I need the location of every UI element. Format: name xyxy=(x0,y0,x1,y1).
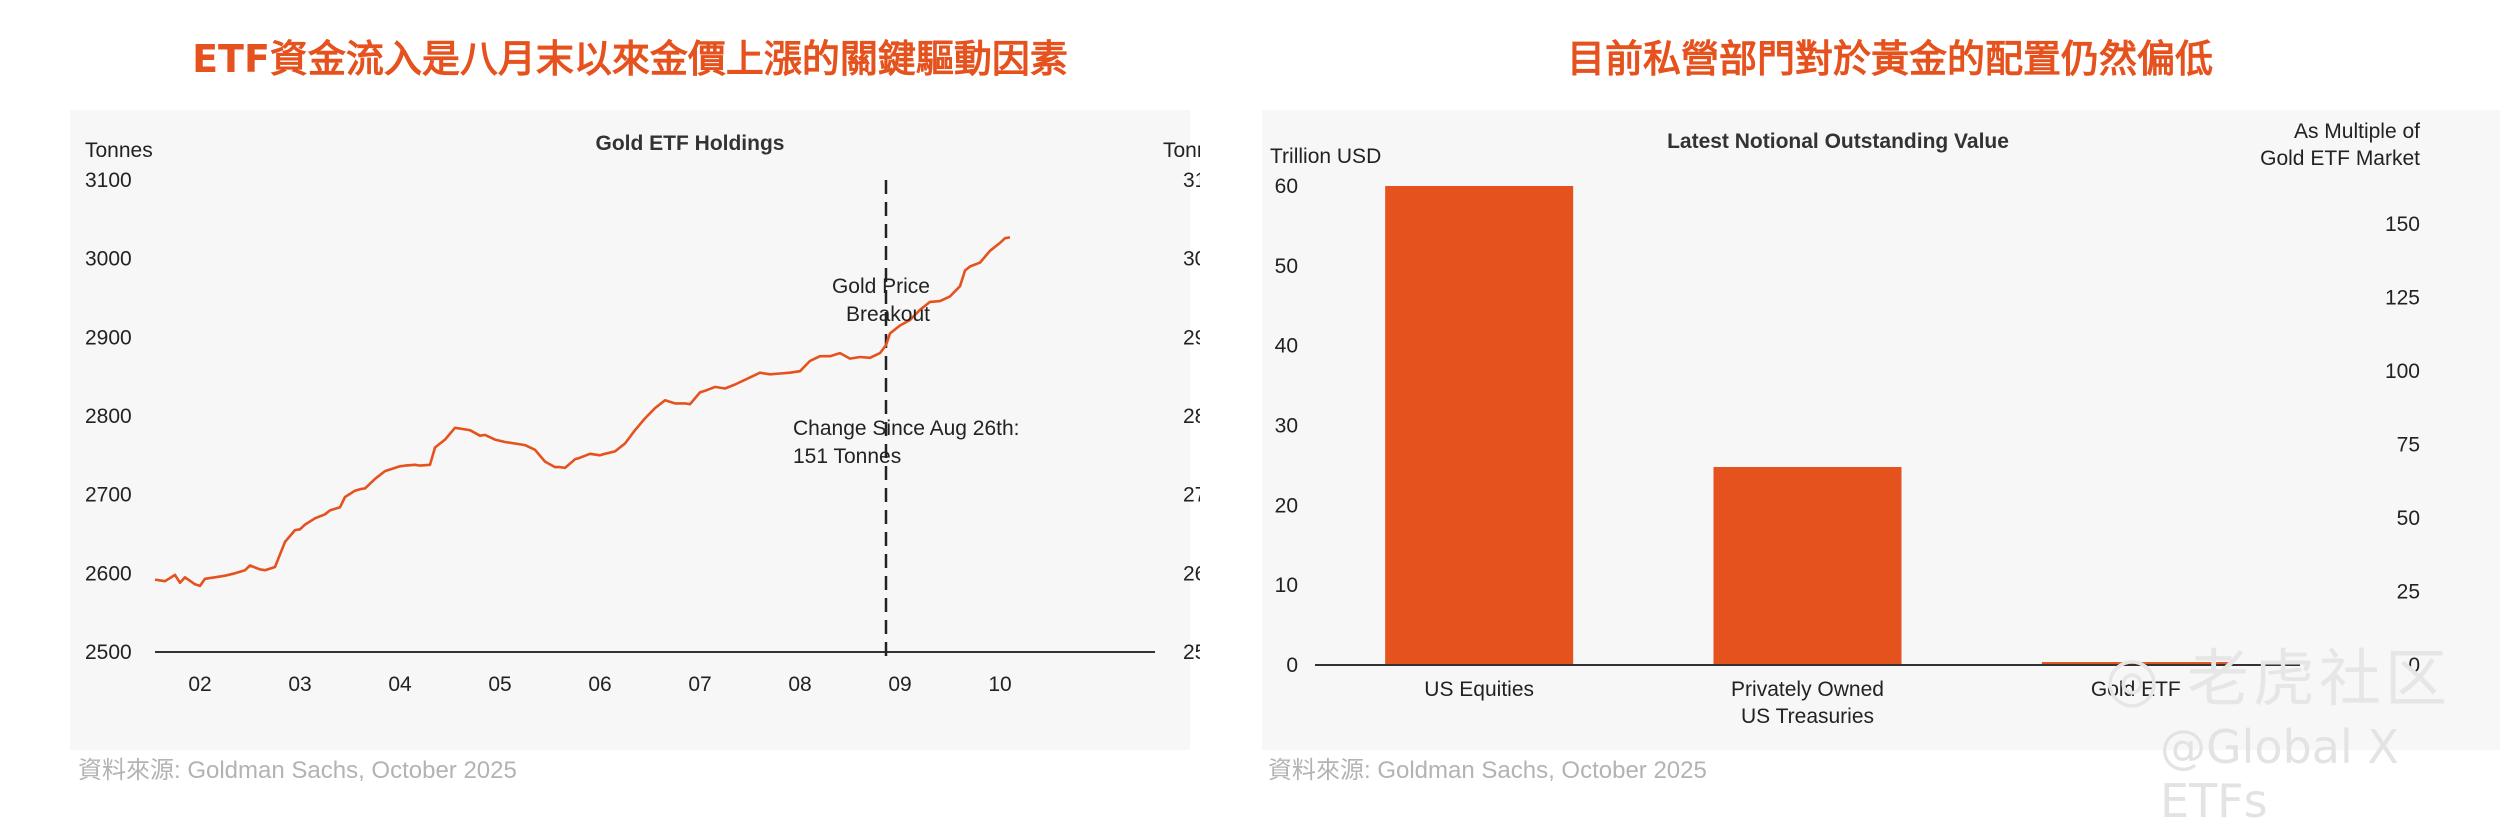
x-category-label: US Equities xyxy=(1424,678,1534,701)
watermark-logo: ◎ 老虎社区 xyxy=(2105,628,2451,718)
x-tick-label: 03 xyxy=(288,673,311,696)
y-tick-label-left: 2500 xyxy=(85,641,132,664)
annotation-change: 151 Tonnes xyxy=(793,445,901,468)
y-axis-label-left: Trillion USD xyxy=(1270,145,1381,168)
y-tick-label-right: 2500 xyxy=(1183,641,1200,664)
y-tick-label-right: 125 xyxy=(2385,287,2420,310)
y-tick-label-left: 0 xyxy=(1286,654,1298,677)
x-tick-label: 06 xyxy=(588,673,611,696)
left-source-note: 資料來源: Goldman Sachs, October 2025 xyxy=(78,757,517,784)
x-category-label: Gold ETF xyxy=(2091,678,2181,701)
watermark-logo-icon: ◎ xyxy=(2105,642,2164,715)
y-tick-label-left: 60 xyxy=(1275,175,1298,198)
y-tick-label-left: 2700 xyxy=(85,484,132,507)
y-tick-label-right: 0 xyxy=(2408,654,2420,677)
y-tick-label-right: 3000 xyxy=(1183,248,1200,271)
gold-etf-holdings-line xyxy=(154,236,1011,588)
annotation-breakout: Breakout xyxy=(846,303,930,326)
x-category-label: US Treasuries xyxy=(1741,705,1874,728)
y-tick-label-left: 50 xyxy=(1275,255,1298,278)
y-tick-label-left: 3000 xyxy=(85,248,132,271)
y-axis-label-right: As Multiple of xyxy=(2294,120,2420,143)
chart-title: Gold ETF Holdings xyxy=(596,132,785,155)
left-heading: ETF資金流入是八月末以來金價上漲的關鍵驅動因素 xyxy=(192,37,1068,81)
bar xyxy=(1385,186,1574,665)
y-tick-label-left: 30 xyxy=(1275,415,1298,438)
y-tick-label-right: 25 xyxy=(2397,581,2420,604)
watermark-logo-text: 老虎社区 xyxy=(2186,642,2451,715)
y-axis-label-right: Gold ETF Market xyxy=(2260,147,2420,170)
annotation-breakout: Gold Price xyxy=(832,275,930,298)
y-tick-label-left: 2900 xyxy=(85,326,132,349)
y-tick-label-left: 40 xyxy=(1275,335,1298,358)
y-axis-label-left: Tonnes xyxy=(85,139,153,162)
y-tick-label-right: 3100 xyxy=(1183,169,1200,192)
x-tick-label: 08 xyxy=(788,673,811,696)
y-tick-label-right: 150 xyxy=(2385,213,2420,236)
x-tick-label: 09 xyxy=(888,673,911,696)
y-axis-label-right: Tonnes xyxy=(1163,139,1200,162)
y-tick-label-right: 2800 xyxy=(1183,405,1200,428)
y-tick-label-left: 2600 xyxy=(85,562,132,585)
y-tick-label-left: 10 xyxy=(1275,574,1298,597)
bar xyxy=(2041,662,2230,666)
y-tick-label-left: 2800 xyxy=(85,405,132,428)
y-tick-label-left: 20 xyxy=(1275,494,1298,517)
right-heading: 目前私營部門對於黃金的配置仍然偏低 xyxy=(1566,37,2213,81)
watermark-handle: @Global X ETFs xyxy=(2160,720,2399,828)
y-tick-label-right: 50 xyxy=(2397,507,2420,530)
right-source-note: 資料來源: Goldman Sachs, October 2025 xyxy=(1268,757,1707,784)
y-tick-label-right: 100 xyxy=(2385,360,2420,383)
x-tick-label: 05 xyxy=(488,673,511,696)
y-tick-label-right: 2900 xyxy=(1183,326,1200,349)
x-category-label: Privately Owned xyxy=(1731,678,1884,701)
y-tick-label-left: 3100 xyxy=(85,169,132,192)
left-panel-background xyxy=(70,110,1190,750)
x-tick-label: 10 xyxy=(988,673,1011,696)
notional-outstanding-chart: Latest Notional Outstanding Value Trillio… xyxy=(1270,120,2420,728)
gold-etf-holdings-chart: Gold ETF Holdings Tonnes Tonnes 2500 2500 260… xyxy=(85,132,1200,696)
y-tick-label-right: 2600 xyxy=(1183,562,1200,585)
bar xyxy=(1713,467,1902,665)
x-tick-label: 07 xyxy=(688,673,711,696)
annotation-change: Change Since Aug 26th: xyxy=(793,417,1020,440)
y-tick-label-right: 2700 xyxy=(1183,484,1200,507)
x-tick-label: 02 xyxy=(188,673,211,696)
x-tick-label: 04 xyxy=(388,673,412,696)
chart-title: Latest Notional Outstanding Value xyxy=(1667,130,2009,153)
y-tick-label-right: 75 xyxy=(2397,434,2420,457)
